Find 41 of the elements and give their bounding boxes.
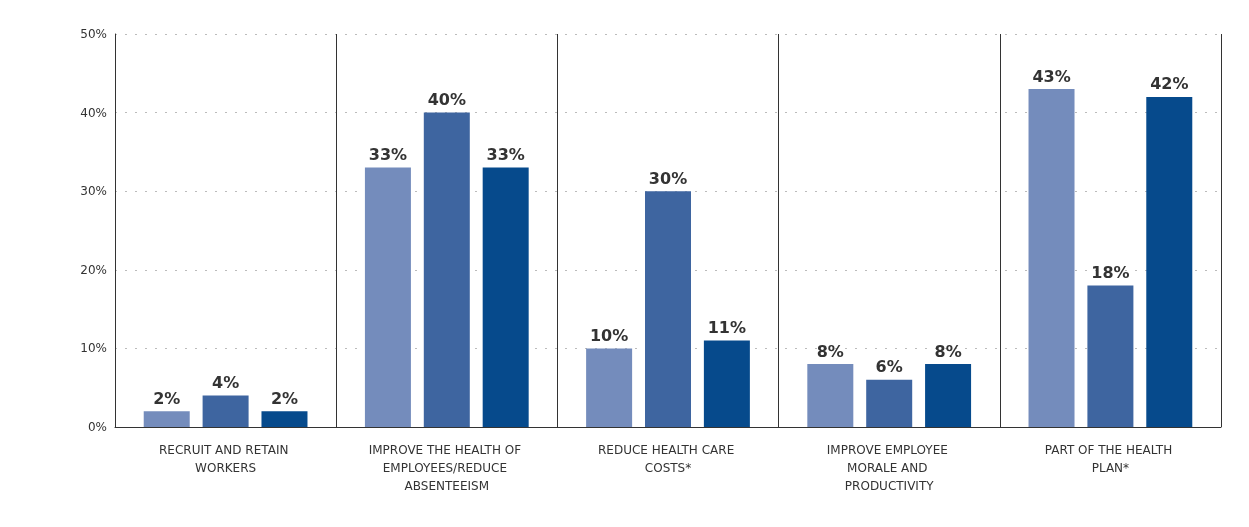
bar (866, 379, 913, 427)
y-tick-label: 10% (80, 341, 107, 356)
data-label: 33% (368, 145, 408, 165)
bar (1146, 96, 1193, 427)
bar (143, 411, 190, 427)
x-tick-label: IMPROVE THE HEALTH OF EMPLOYEES/REDUCE ABSENTEEISM (368, 443, 525, 493)
bar (645, 191, 691, 427)
bar (807, 364, 854, 427)
data-label: 8% (816, 341, 844, 361)
data-label: 11% (707, 318, 747, 338)
bar (586, 348, 633, 427)
x-tick-label: PART OF THE HEALTH PLAN* (1044, 443, 1177, 475)
data-label: 6% (875, 357, 903, 377)
data-label: 4% (212, 373, 240, 393)
x-tick-label: RECRUIT AND RETAIN WORKERS (159, 443, 293, 475)
bar (202, 395, 249, 427)
bar (423, 112, 470, 427)
bar (1087, 285, 1134, 427)
y-tick-label: 50% (80, 27, 107, 41)
data-label: 40% (427, 90, 466, 110)
bar (703, 340, 750, 427)
data-label: 2% (153, 388, 181, 408)
bar (261, 411, 308, 427)
data-label: 18% (1091, 263, 1130, 283)
data-label: 2% (270, 388, 299, 408)
data-label: 10% (589, 325, 629, 345)
y-tick-label: 40% (80, 105, 107, 120)
data-label: 30% (648, 168, 688, 188)
data-label: 42% (1150, 74, 1189, 94)
bar (925, 364, 972, 427)
bar (482, 167, 529, 427)
y-tick-label: 20% (80, 262, 107, 277)
data-label: 33% (486, 145, 525, 165)
bar (364, 167, 411, 427)
y-tick-label: 0% (87, 420, 107, 434)
data-label: 43% (1032, 66, 1071, 86)
x-tick-label: REDUCE HEALTH CARE COSTS* (597, 443, 739, 475)
data-label: 8% (934, 341, 962, 361)
bar (1028, 89, 1075, 427)
y-tick-label: 30% (80, 184, 107, 199)
x-tick-label: IMPROVE EMPLOYEE MORALE AND PRODUCTIVITY (826, 443, 952, 493)
